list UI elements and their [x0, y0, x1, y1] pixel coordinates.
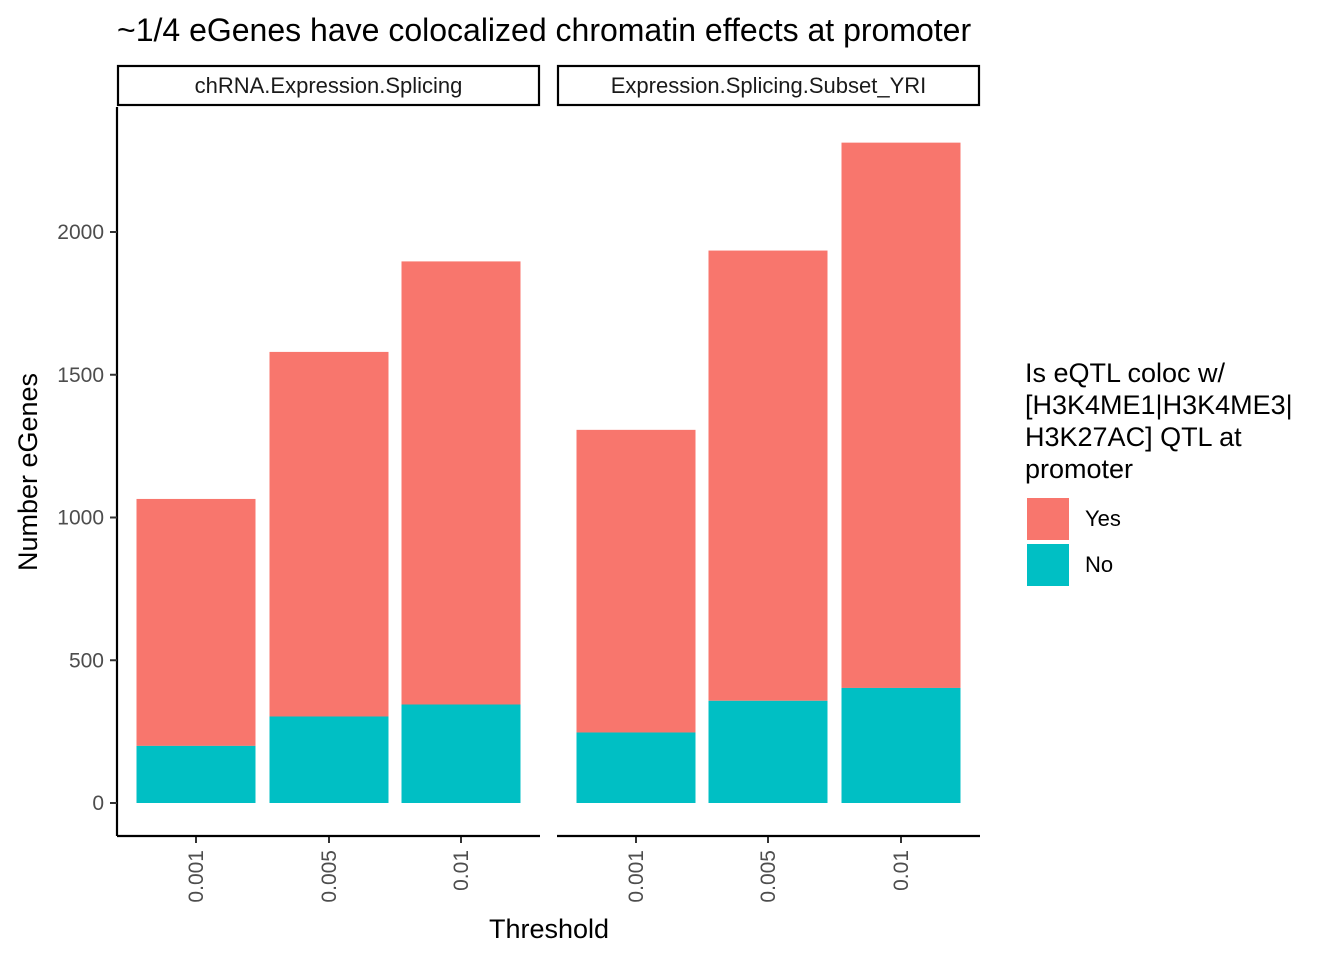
x-axis-title: Threshold	[489, 914, 609, 944]
bar-yes	[136, 498, 256, 746]
legend-title-line: Is eQTL coloc w/	[1025, 358, 1226, 388]
legend-key-no	[1027, 544, 1069, 586]
legend-title-line: H3K27AC] QTL at	[1025, 422, 1242, 452]
facet-strip	[556, 64, 981, 107]
legend: Is eQTL coloc w/[H3K4ME1|H3K4ME3|H3K27AC…	[1025, 358, 1293, 586]
bar-no	[269, 716, 389, 803]
legend-title-line: [H3K4ME1|H3K4ME3|	[1025, 390, 1293, 420]
facet-panel: Expression.Splicing.Subset_YRI 0.001 0.005…	[556, 64, 981, 903]
bar-yes	[401, 261, 521, 705]
bar-no	[841, 687, 961, 803]
y-tick-label: 2000	[57, 221, 104, 244]
legend-key-yes	[1027, 498, 1069, 540]
bar-yes	[576, 429, 696, 733]
y-tick-label: 0	[92, 792, 104, 815]
x-tick-label: 0.01	[890, 850, 913, 891]
chart-title: ~1/4 eGenes have colocalized chromatin e…	[117, 12, 971, 48]
facet-strip-label: Expression.Splicing.Subset_YRI	[611, 73, 927, 98]
x-tick-label: 0.005	[757, 850, 780, 903]
bar-yes	[841, 142, 961, 688]
legend-title-line: promoter	[1025, 454, 1133, 484]
x-tick-label: 0.01	[450, 850, 473, 891]
facet-strip-label: chRNA.Expression.Splicing	[195, 73, 463, 98]
y-axis-title: Number eGenes	[13, 373, 43, 571]
bar-no	[136, 745, 256, 803]
bar-no	[576, 732, 696, 803]
y-axis: 0 500 1000 1500 2000	[57, 107, 119, 836]
bar-no	[401, 704, 521, 803]
legend-label-yes: Yes	[1085, 506, 1121, 531]
bar-yes	[708, 250, 828, 701]
facet-panel: chRNA.Expression.Splicing 0.001 0.005 0.01	[116, 64, 541, 903]
y-tick-label: 1000	[57, 507, 104, 530]
x-tick-label: 0.001	[185, 850, 208, 903]
facet-strip	[116, 64, 541, 107]
x-tick-label: 0.005	[318, 850, 341, 903]
y-tick-label: 1500	[57, 364, 104, 387]
legend-label-no: No	[1085, 552, 1113, 577]
x-tick-label: 0.001	[625, 850, 648, 903]
bar-no	[708, 700, 828, 803]
y-tick-label: 500	[69, 649, 104, 672]
bar-yes	[269, 351, 389, 717]
